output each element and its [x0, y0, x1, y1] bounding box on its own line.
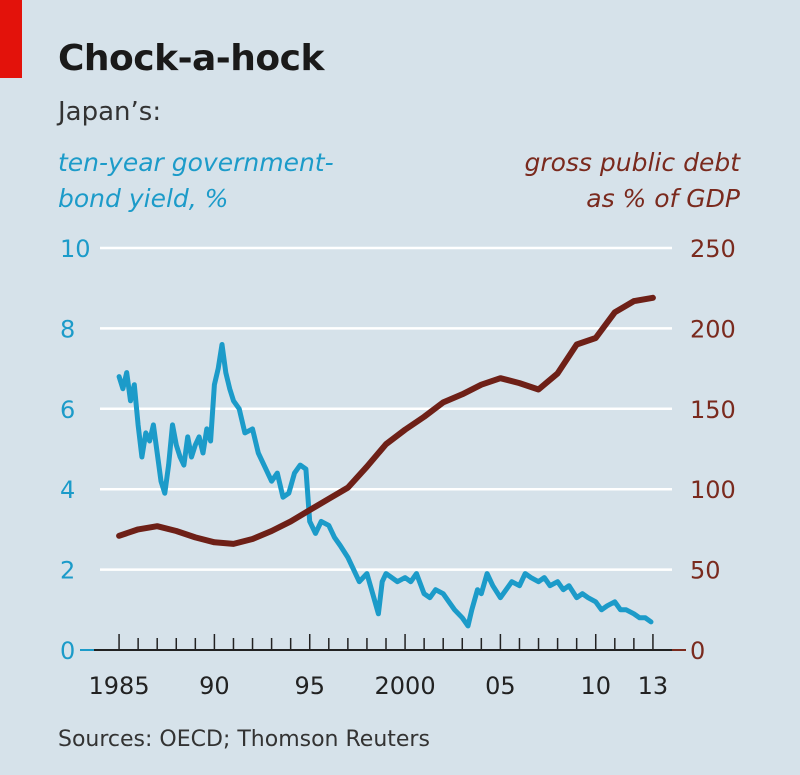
x-tick-label: 90	[199, 672, 230, 700]
left-tick-label: 0	[60, 637, 75, 665]
x-tick-label: 2000	[375, 672, 436, 700]
right-tick-label: 150	[690, 396, 736, 424]
left-tick-label: 2	[60, 557, 75, 585]
x-tick-label: 05	[485, 672, 516, 700]
x-tick-label: 95	[294, 672, 325, 700]
x-tick-label: 10	[580, 672, 611, 700]
x-tick-label: 13	[638, 672, 669, 700]
chart-subtitle: Japan’s:	[58, 97, 162, 127]
right-axis-label: gross public debt as % of GDP	[524, 145, 740, 217]
bond-yield-line	[116, 342, 654, 629]
right-tick-label: 50	[690, 557, 721, 585]
brand-accent-tab	[0, 0, 22, 78]
chart-source: Sources: OECD; Thomson Reuters	[58, 727, 430, 752]
left-tick-label: 10	[60, 235, 91, 263]
series-lines	[116, 294, 656, 629]
chart-title: Chock-a-hock	[58, 38, 324, 79]
left-tick-label: 4	[60, 476, 75, 504]
right-tick-label: 200	[690, 315, 736, 343]
gridlines	[80, 246, 686, 651]
left-tick-label: 6	[60, 396, 75, 424]
right-tick-label: 250	[690, 235, 736, 263]
public-debt-line	[116, 294, 656, 547]
left-tick-label: 8	[60, 315, 75, 343]
left-axis-label-line-1: ten-year government-	[58, 148, 334, 177]
left-axis-label-line-2: bond yield, %	[58, 184, 229, 213]
left-axis-label: ten-year government- bond yield, %	[58, 145, 334, 217]
x-tick-label: 1985	[89, 672, 150, 700]
right-axis-label-line-2: as % of GDP	[586, 184, 740, 213]
right-tick-label: 0	[690, 637, 705, 665]
right-axis-label-line-1: gross public debt	[524, 148, 740, 177]
right-tick-label: 100	[690, 476, 736, 504]
